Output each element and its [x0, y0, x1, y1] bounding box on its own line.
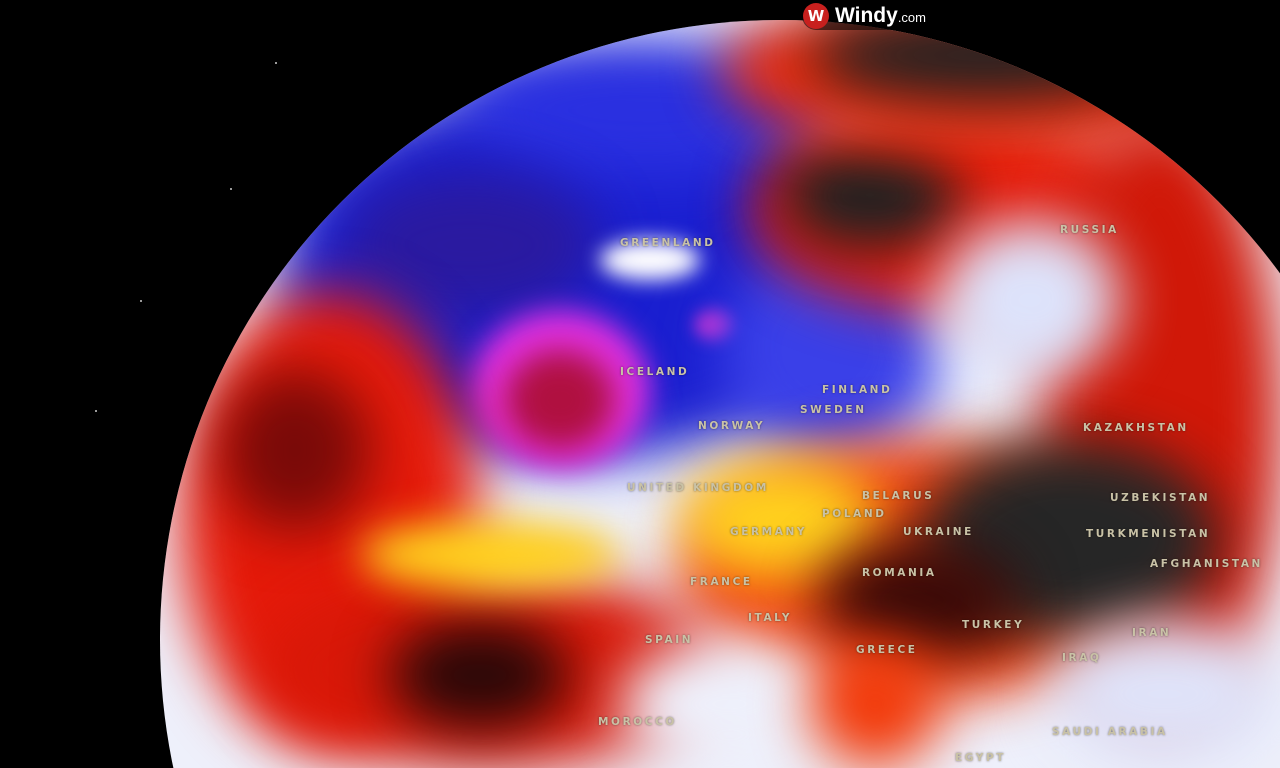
label-belarus: BELARUS [862, 490, 935, 502]
very-hot-region [780, 140, 960, 250]
very-hot-region [820, 540, 1020, 660]
windy-logo[interactable]: W Windy.com [802, 2, 932, 30]
label-sweden: SWEDEN [800, 404, 867, 416]
label-turkmenistan: TURKMENISTAN [1086, 528, 1211, 540]
label-iceland: ICELAND [620, 366, 690, 378]
brand-name: Windy.com [835, 4, 926, 28]
very-hot-region [220, 370, 370, 530]
brand-suffix: .com [897, 10, 926, 25]
label-russia: RUSSIA [1060, 224, 1119, 236]
star [140, 300, 142, 302]
label-iran: IRAN [1132, 627, 1172, 639]
label-morocco: MOROCCO [598, 716, 677, 728]
label-saudi-arabia: SAUDI ARABIA [1052, 726, 1168, 738]
label-greece: GREECE [856, 644, 918, 656]
label-united-kingdom: UNITED KINGDOM [627, 482, 769, 494]
storm-core [505, 350, 615, 450]
star [275, 62, 277, 64]
brand-name-text: Windy [835, 4, 898, 27]
hot-region [810, 640, 940, 768]
label-italy: ITALY [748, 612, 793, 624]
star [95, 410, 97, 412]
label-kazakhstan: KAZAKHSTAN [1083, 422, 1189, 434]
label-finland: FINLAND [822, 384, 893, 396]
label-iraq: IRAQ [1062, 652, 1102, 664]
windy-logo-icon: W [803, 3, 829, 29]
label-norway: NORWAY [698, 420, 766, 432]
neutral-region [940, 220, 1120, 380]
neutral-region [620, 640, 840, 768]
neutral-region [1050, 620, 1280, 768]
warm-band [360, 520, 620, 590]
label-poland: POLAND [822, 508, 887, 520]
label-uzbekistan: UZBEKISTAN [1110, 492, 1211, 504]
greenland-ice [600, 240, 700, 280]
label-greenland: GREENLAND [620, 237, 716, 249]
label-egypt: EGYPT [955, 752, 1007, 764]
star [230, 188, 232, 190]
cold-region [340, 170, 600, 320]
label-afghanistan: AFGHANISTAN [1150, 558, 1263, 570]
label-ukraine: UKRAINE [903, 526, 974, 538]
label-turkey: TURKEY [962, 619, 1025, 631]
label-romania: ROMANIA [862, 567, 937, 579]
very-hot-region [390, 620, 570, 730]
label-germany: GERMANY [730, 526, 808, 538]
label-spain: SPAIN [645, 634, 694, 646]
label-france: FRANCE [690, 576, 753, 588]
